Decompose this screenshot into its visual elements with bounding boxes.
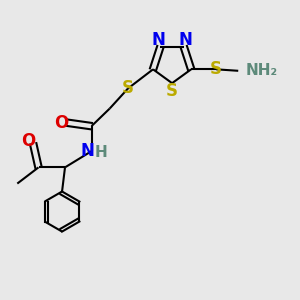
Text: NH₂: NH₂: [246, 63, 278, 78]
Text: S: S: [166, 82, 178, 100]
Text: N: N: [152, 32, 166, 50]
Text: N: N: [80, 142, 94, 160]
Text: S: S: [210, 60, 222, 78]
Text: H: H: [95, 145, 108, 160]
Text: S: S: [122, 80, 134, 98]
Text: O: O: [54, 114, 68, 132]
Text: N: N: [178, 32, 192, 50]
Text: O: O: [21, 132, 35, 150]
